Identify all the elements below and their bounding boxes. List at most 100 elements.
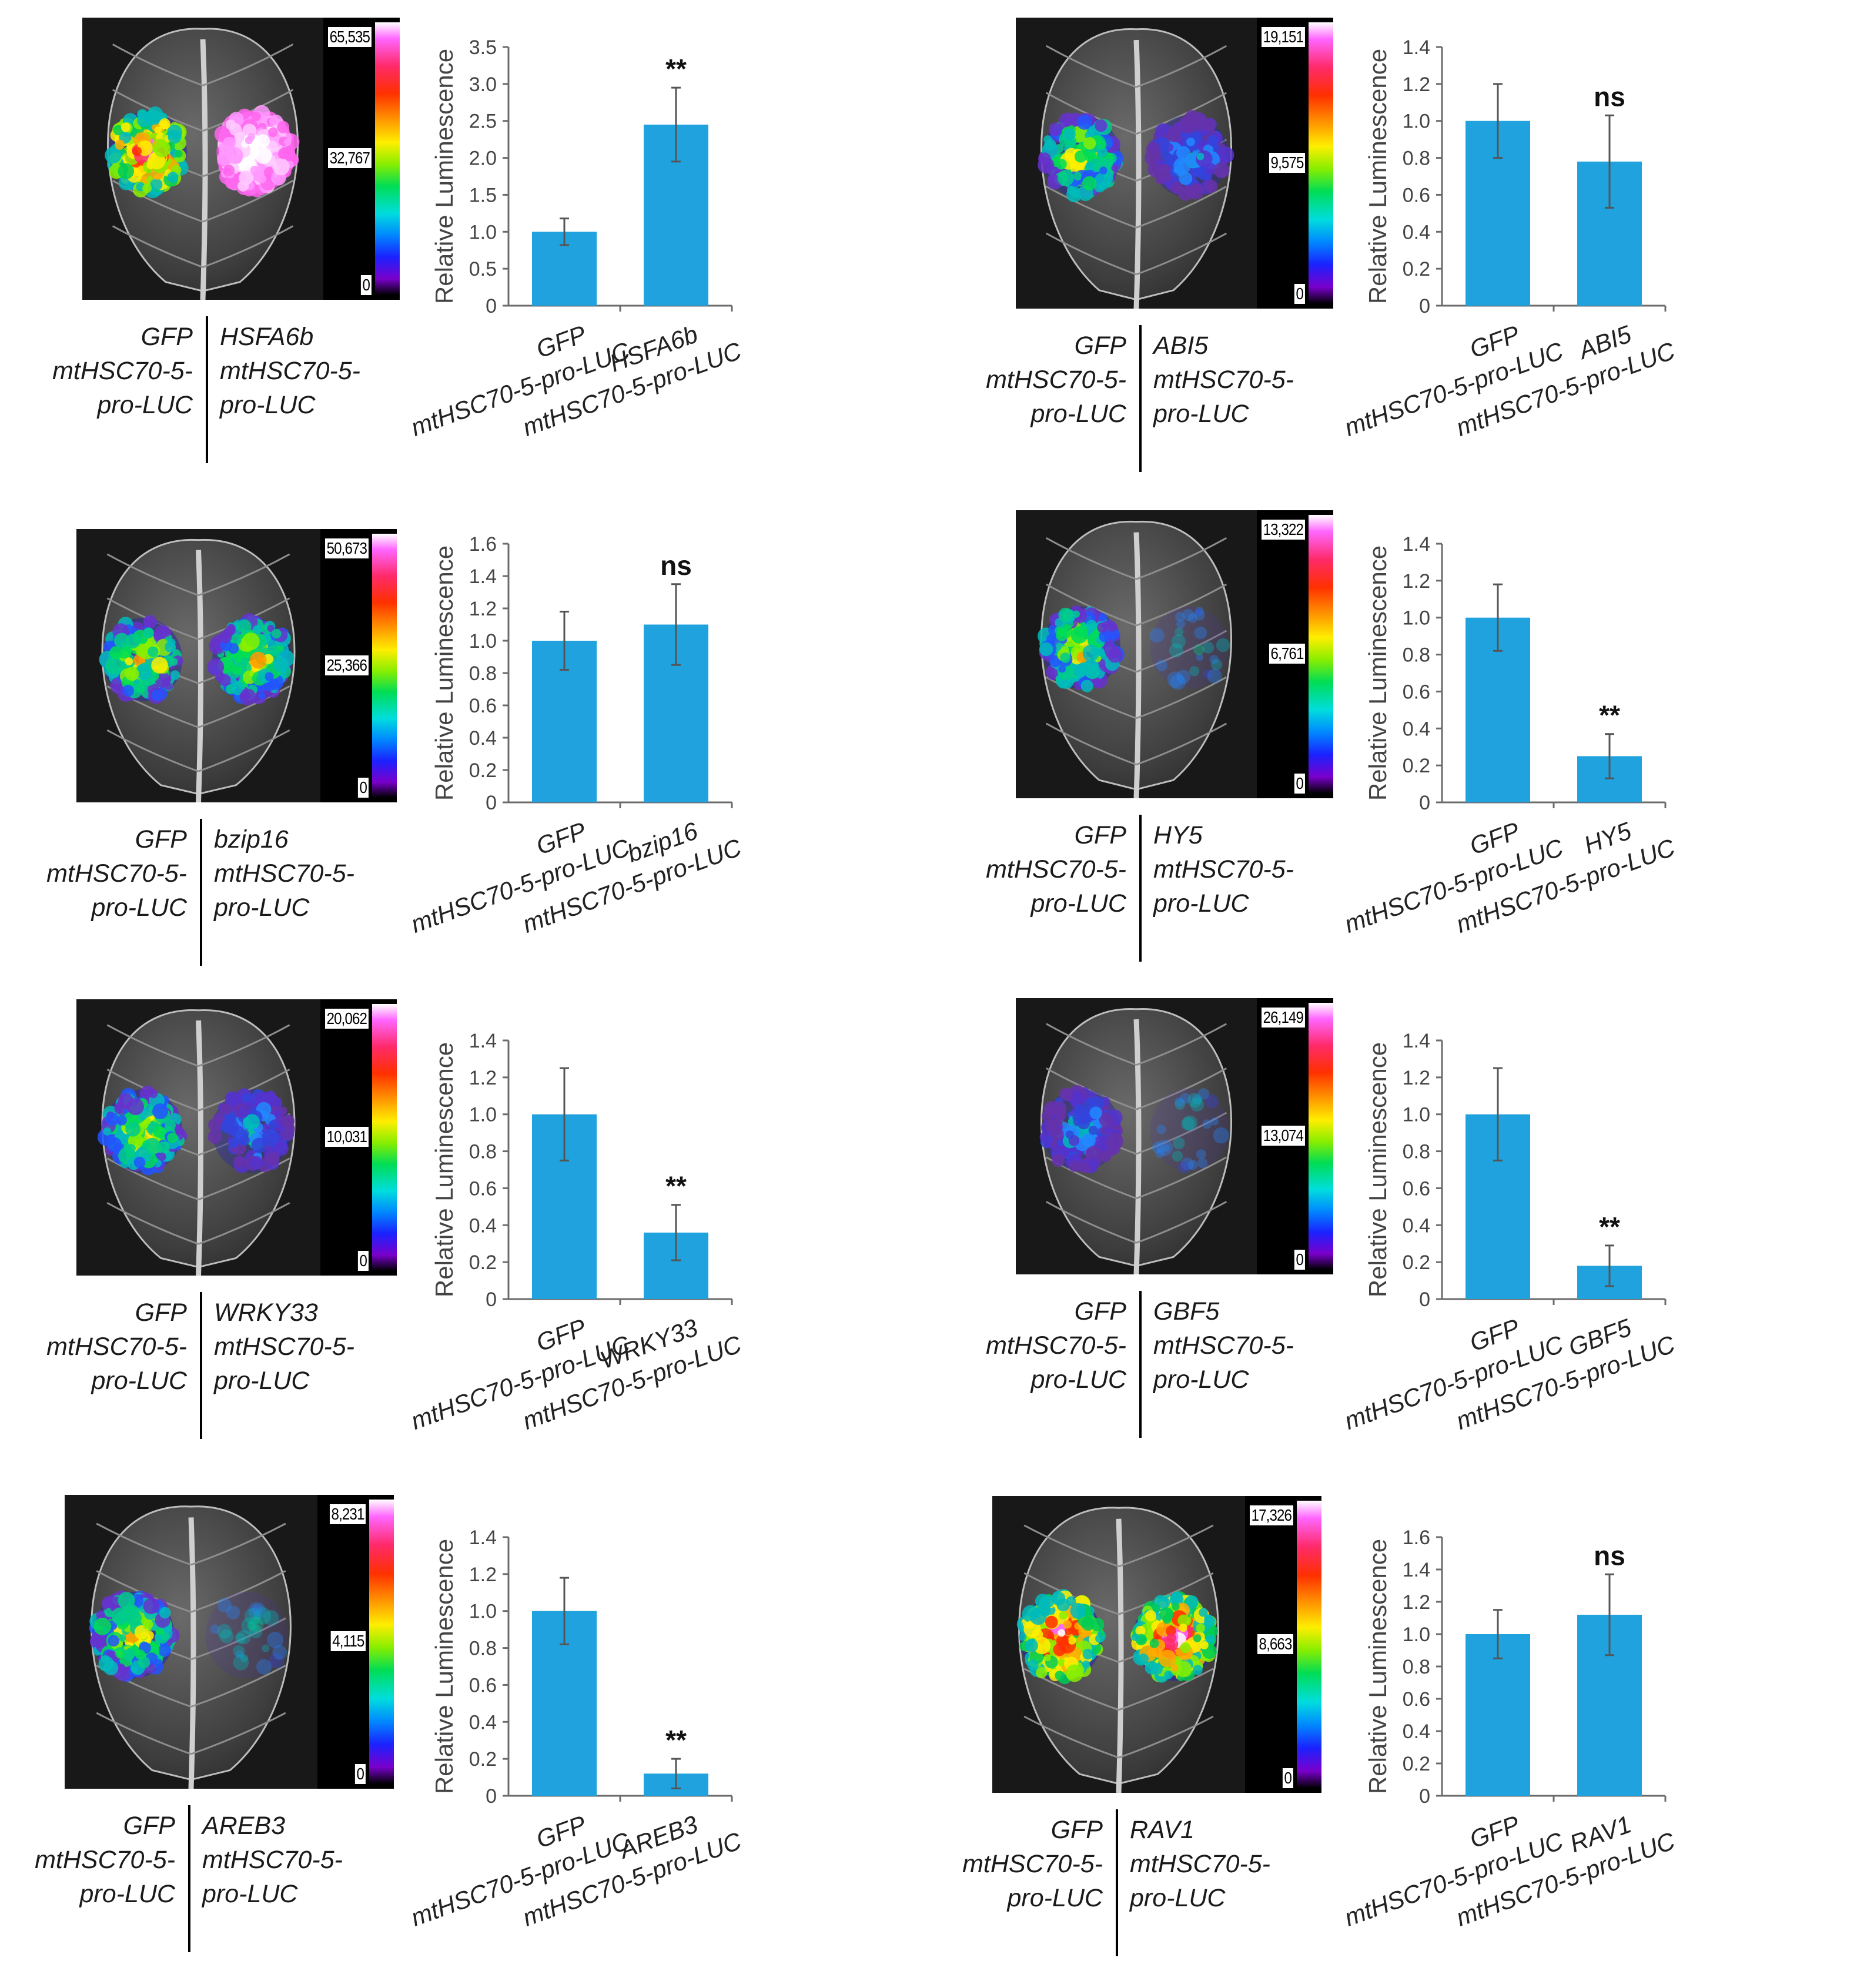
construct-legend: GFP mtHSC70-5- pro-LUC GBF5 mtHSC70-5- pro-LU… <box>934 1291 1345 1444</box>
luminescence-scale-bar: 17,326 8,663 0 <box>1245 1496 1321 1793</box>
scale-max-value: 26,149 <box>1262 1008 1305 1028</box>
y-tick-label: 1.4 <box>469 1030 497 1052</box>
leaf-midrib <box>196 1020 203 1276</box>
legend-test: bzip16 mtHSC70-5- pro-LUC <box>214 822 354 925</box>
construct-legend: GFP mtHSC70-5- pro-LUC HY5 mtHSC70-5- pro-LUC <box>934 815 1345 968</box>
y-tick-label: 1.6 <box>1403 1527 1430 1549</box>
legend-control-line-2: pro-LUC <box>79 1880 176 1908</box>
luminescence-image: 20,062 10,031 0 <box>76 999 397 1276</box>
panel-abi5: 19,151 9,575 0 GFP mtHSC70-5- pro-LUC ABI5 mtHS… <box>934 0 1867 497</box>
scale-min-value: 0 <box>1283 1768 1293 1788</box>
y-tick-label: 1.5 <box>469 184 497 206</box>
y-tick-label: 0.2 <box>1403 1753 1430 1775</box>
leaf-midrib <box>188 1517 196 1789</box>
legend-control-line-1: mtHSC70-5- <box>986 366 1126 394</box>
luminescence-scale-bar: 50,673 25,366 0 <box>320 529 397 802</box>
bar-chart: Relative Luminescence 0 0.2 0.4 0.6 0.8 1.0 1.2… <box>407 1005 911 1475</box>
scale-gradient <box>369 1500 394 1784</box>
scale-gradient <box>1297 1501 1321 1788</box>
scale-gradient <box>375 22 400 295</box>
significance-1: ** <box>665 53 687 84</box>
scale-mid-value: 13,074 <box>1262 1126 1305 1146</box>
scale-min-value: 0 <box>358 778 369 798</box>
scale-max-value: 65,535 <box>328 27 372 47</box>
scale-min-value: 0 <box>1294 1250 1305 1270</box>
luminescence-image: 13,322 6,761 0 <box>1016 510 1333 798</box>
y-tick-label: 0 <box>1419 1785 1430 1808</box>
leaf-midrib <box>1133 532 1142 798</box>
luminescence-scale-bar: 65,535 32,767 0 <box>323 18 400 300</box>
y-tick-label: 1.0 <box>469 630 497 652</box>
y-tick-label: 0.2 <box>1403 258 1430 280</box>
leaf-midrib <box>1133 1019 1142 1274</box>
y-tick-label: 0 <box>486 792 497 814</box>
scale-mid-value: 8,663 <box>1257 1634 1293 1654</box>
y-tick-label: 1.4 <box>1403 36 1430 59</box>
leaf-image <box>65 1495 317 1789</box>
legend-test-line-1: mtHSC70-5- <box>202 1846 343 1874</box>
y-tick-label: 0.8 <box>469 1141 497 1163</box>
y-tick-label: 0.2 <box>469 1748 497 1771</box>
legend-control-line-2: pro-LUC <box>91 893 188 922</box>
panel-rav1: 17,326 8,663 0 GFP mtHSC70-5- pro-LUC RAV1 mtHS… <box>934 1490 1867 1987</box>
legend-control: GFP mtHSC70-5- pro-LUC <box>986 818 1126 921</box>
legend-control: GFP mtHSC70-5- pro-LUC <box>986 329 1126 431</box>
error-bar-0 <box>560 611 569 671</box>
scale-mid-value: 6,761 <box>1269 644 1305 664</box>
legend-divider <box>188 1805 190 1952</box>
y-axis-label: Relative Luminescence <box>1364 545 1391 801</box>
y-tick-label: 0.4 <box>469 1214 497 1237</box>
construct-legend: GFP mtHSC70-5- pro-LUC ABI5 mtHSC70-5- pro-LU… <box>934 325 1345 478</box>
y-tick-label: 0.8 <box>469 1638 497 1660</box>
luminescence-spot-left <box>1038 112 1123 203</box>
bar-chart-svg: Relative Luminescence 0 0.2 0.4 0.6 0.8 1.0 1.2… <box>407 1030 745 1435</box>
legend-control-line-1: mtHSC70-5- <box>46 859 187 888</box>
panel-wrky33: 20,062 10,031 0 GFP mtHSC70-5- pro-LUC WRKY33 m… <box>0 993 934 1490</box>
error-bar-1 <box>1605 1573 1614 1656</box>
scale-max-value: 19,151 <box>1262 27 1305 47</box>
y-axis-label: Relative Luminescence <box>430 1539 458 1794</box>
error-bar-1 <box>671 583 681 666</box>
legend-test-line-0: bzip16 <box>214 825 289 854</box>
y-tick-label: 0.6 <box>469 1177 497 1200</box>
y-tick-label: 0.8 <box>1403 148 1430 170</box>
y-tick-label: 1.4 <box>469 1527 497 1549</box>
legend-test-line-2: pro-LUC <box>1153 400 1249 428</box>
legend-divider <box>200 1292 202 1439</box>
legend-test-line-1: mtHSC70-5- <box>1153 366 1294 394</box>
legend-control: GFP mtHSC70-5- pro-LUC <box>962 1813 1103 1915</box>
luminescence-image: 17,326 8,663 0 <box>992 1496 1321 1793</box>
legend-test: GBF5 mtHSC70-5- pro-LUC <box>1153 1294 1294 1397</box>
construct-legend: GFP mtHSC70-5- pro-LUC HSFA6b mtHSC70-5- pro-… <box>0 316 411 469</box>
luminescence-image: 26,149 13,074 0 <box>1016 998 1333 1274</box>
luminescence-spot-left <box>1038 605 1125 692</box>
legend-divider <box>1139 1291 1142 1438</box>
significance-1: ns <box>1594 1540 1625 1571</box>
y-tick-label: 1.0 <box>469 1104 497 1126</box>
scale-min-value: 0 <box>361 275 372 295</box>
error-bar-1 <box>671 86 681 163</box>
y-tick-label: 0.2 <box>1403 1251 1430 1274</box>
bar-chart: Relative Luminescence 0 0.2 0.4 0.6 0.8 1.0 1.2… <box>1341 508 1845 979</box>
scale-max-value: 17,326 <box>1250 1505 1293 1525</box>
luminescence-scale-bar: 19,151 9,575 0 <box>1257 18 1333 309</box>
legend-control: GFP mtHSC70-5- pro-LUC <box>35 1809 175 1911</box>
bar-chart-svg: Relative Luminescence 0 0.2 0.4 0.6 0.8 1.0 1.2… <box>1341 1527 1679 1932</box>
y-tick-label: 0.4 <box>1403 221 1430 243</box>
leaf-image <box>76 999 320 1276</box>
luminescence-scale-bar: 26,149 13,074 0 <box>1257 998 1333 1274</box>
legend-test-line-1: mtHSC70-5- <box>214 859 354 888</box>
y-tick-label: 1.4 <box>1403 1559 1430 1581</box>
construct-legend: GFP mtHSC70-5- pro-LUC RAV1 mtHSC70-5- pro-LU… <box>934 1809 1345 1962</box>
y-tick-label: 1.2 <box>1403 570 1430 593</box>
legend-test-line-1: mtHSC70-5- <box>1153 855 1294 883</box>
y-tick-label: 0 <box>1419 792 1430 814</box>
legend-control-line-1: mtHSC70-5- <box>962 1850 1103 1878</box>
panel-areb3: 8,231 4,115 0 GFP mtHSC70-5- pro-LUC AREB3 mtHS… <box>0 1490 934 1987</box>
y-tick-label: 3.0 <box>469 73 497 96</box>
leaf-midrib <box>196 550 203 802</box>
bar-chart-svg: Relative Luminescence 0 0.5 1.0 1.5 2.0 2.5 3.0… <box>407 36 745 441</box>
y-tick-label: 0.8 <box>1403 1141 1430 1163</box>
